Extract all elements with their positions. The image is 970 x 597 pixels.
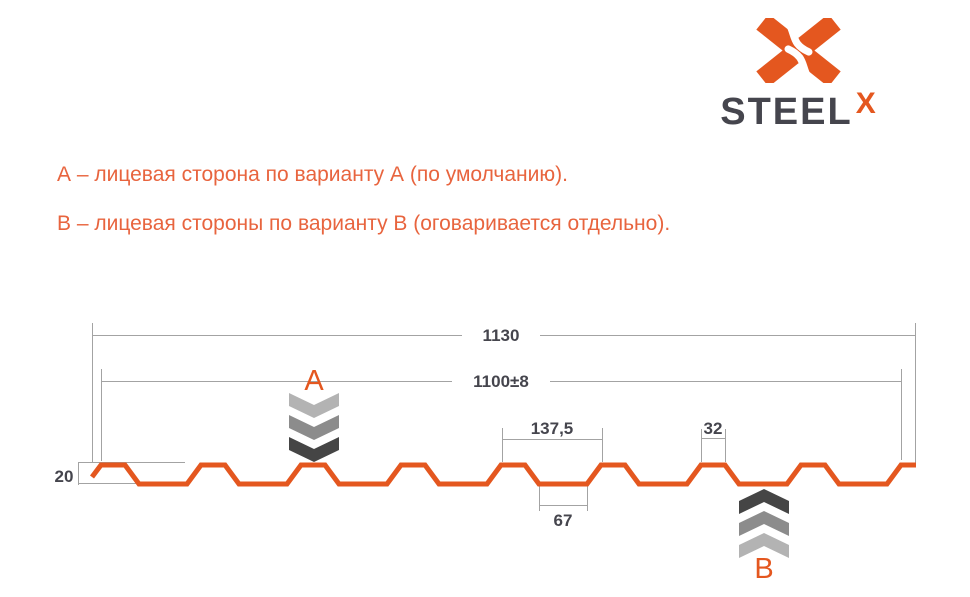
dim-label-valley-bottom: 67 bbox=[554, 511, 573, 530]
chevron-up-segment bbox=[739, 511, 789, 536]
chevron-down-segment bbox=[289, 415, 339, 440]
dim-valley-bottom bbox=[539, 486, 588, 511]
dim-label-rib-top: 32 bbox=[704, 419, 723, 438]
sheet-profile-line bbox=[90, 462, 916, 487]
chevron-down-segment bbox=[289, 437, 339, 462]
dim-cover-width bbox=[101, 369, 902, 461]
dim-rib-pitch bbox=[502, 428, 603, 462]
logo: STEEL X bbox=[683, 18, 913, 134]
logo-x-icon bbox=[755, 18, 841, 83]
logo-white-slash bbox=[780, 18, 812, 56]
note-line-a: А – лицевая сторона по варианту А (по ум… bbox=[57, 163, 568, 186]
brand-text: STEEL bbox=[720, 91, 853, 133]
dim-label-overall-width: 1130 bbox=[483, 326, 520, 345]
dim-label-profile-height: 20 bbox=[55, 467, 74, 486]
chevron-down-segment bbox=[289, 393, 339, 418]
dim-overall-width bbox=[92, 323, 916, 465]
chevron-down-icon bbox=[289, 393, 339, 462]
chevron-up-segment bbox=[739, 533, 789, 558]
note-line-b: В – лицевая стороны по варианту В (огова… bbox=[57, 212, 671, 235]
chevron-up-icon bbox=[739, 489, 789, 558]
marker-a-label: A bbox=[304, 365, 324, 397]
logo-white-slash bbox=[784, 45, 816, 83]
logo-x-bar bbox=[755, 18, 841, 83]
dimension-lines bbox=[78, 323, 916, 511]
chevron-up-segment bbox=[739, 489, 789, 514]
dim-rib-top bbox=[701, 429, 726, 462]
marker-b-label: B bbox=[754, 553, 773, 585]
brand-x-sup: X bbox=[855, 87, 876, 120]
dim-label-rib-pitch: 137,5 bbox=[531, 419, 574, 438]
marker-side-a: A bbox=[289, 365, 339, 462]
dim-label-cover-width: 1100±8 bbox=[473, 372, 529, 391]
marker-side-b: B bbox=[739, 489, 789, 585]
brand-row: STEEL X bbox=[683, 87, 913, 134]
dimension-labels: 1130 1100±8 137,5 32 67 20 bbox=[55, 326, 723, 530]
